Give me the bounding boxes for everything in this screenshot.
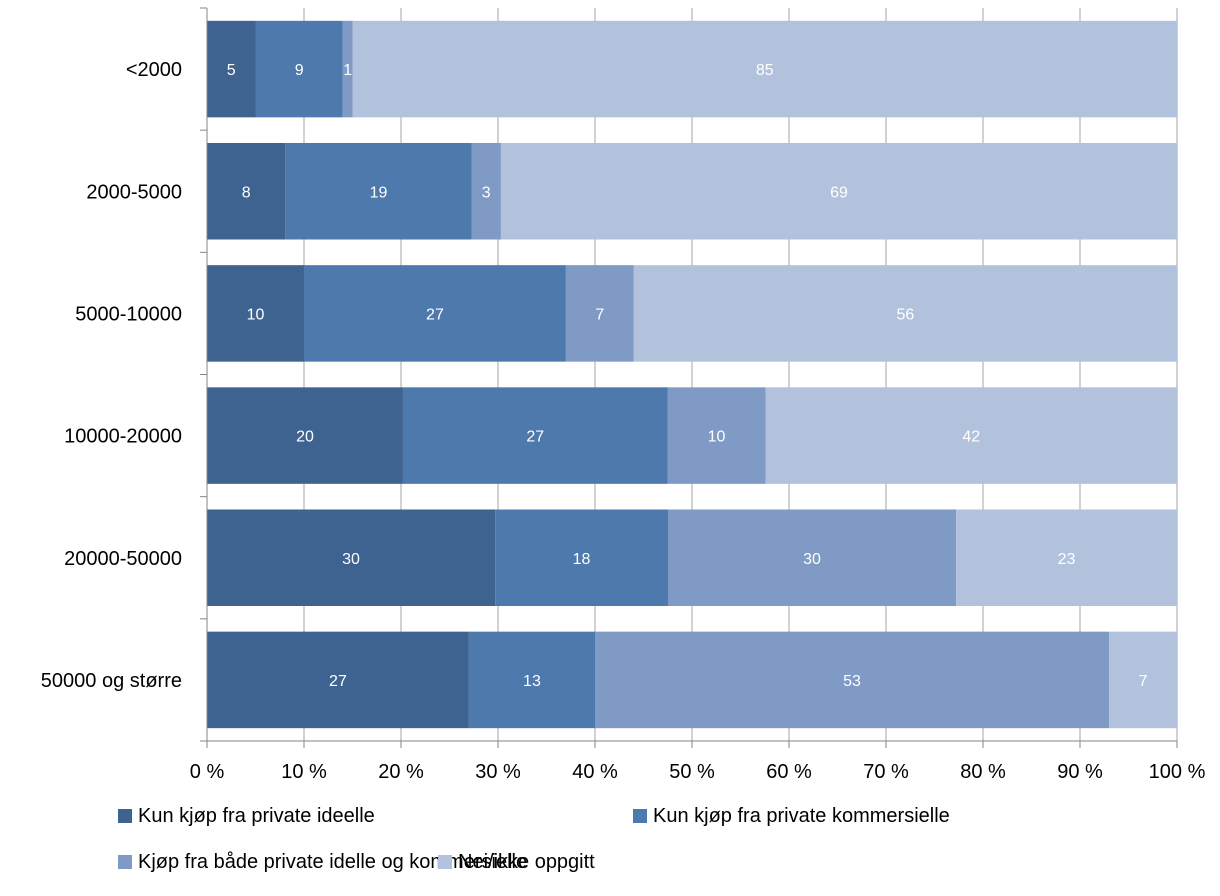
data-label: 10	[708, 429, 726, 446]
bar-segment	[207, 142, 286, 240]
data-label: 27	[426, 306, 444, 323]
legend-label: Kun kjøp fra private kommersielle	[653, 805, 950, 827]
legend-label: Kjøp fra både private idelle og kommersi…	[138, 851, 527, 873]
bar-segment	[207, 631, 469, 729]
bar-segment	[352, 20, 1177, 118]
data-label: 7	[1139, 673, 1148, 690]
legend-swatch	[633, 809, 647, 823]
bar-segment	[207, 20, 256, 118]
legend-swatch	[118, 855, 132, 869]
data-label: 5	[227, 62, 236, 79]
data-label: 18	[573, 551, 591, 568]
data-label: 85	[756, 62, 774, 79]
x-tick-label: 10 %	[281, 761, 327, 783]
bar-segment	[956, 509, 1177, 607]
data-label: 10	[247, 306, 265, 323]
data-label: 3	[482, 184, 491, 201]
bar-segment	[565, 265, 634, 362]
bar-segment	[342, 20, 353, 118]
data-label: 69	[830, 184, 848, 201]
category-label: 5000-10000	[75, 303, 182, 325]
bar-segment	[667, 387, 766, 484]
data-label: 7	[595, 306, 604, 323]
x-tick-label: 50 %	[669, 761, 715, 783]
data-label: 13	[523, 673, 541, 690]
bar-segment	[207, 265, 304, 362]
gridlines	[206, 8, 1178, 741]
bar-segment	[207, 387, 403, 484]
bar-segment	[255, 20, 343, 118]
data-label: 27	[329, 673, 347, 690]
x-tick-label: 30 %	[475, 761, 521, 783]
legend-swatch	[118, 809, 132, 823]
bar-segment	[495, 509, 668, 607]
x-tick-label: 90 %	[1057, 761, 1103, 783]
legend: Kun kjøp fra private ideelle Kun kjøp fra…	[118, 805, 950, 873]
x-tick-label: 80 %	[960, 761, 1006, 783]
data-label: 56	[897, 306, 915, 323]
x-tick-label: 70 %	[863, 761, 909, 783]
category-label: 2000-5000	[86, 181, 182, 203]
data-label: 42	[962, 429, 980, 446]
x-tick-label: 100 %	[1149, 761, 1206, 783]
data-label: 9	[295, 62, 304, 79]
bar-segment	[633, 265, 1177, 362]
data-label: 27	[526, 429, 544, 446]
x-tick-label: 40 %	[572, 761, 618, 783]
data-label: 19	[370, 184, 388, 201]
bar-segment	[471, 142, 501, 240]
data-label: 1	[343, 62, 352, 79]
data-label: 53	[843, 673, 861, 690]
data-label: 20	[296, 429, 314, 446]
legend-label: Nei/ikke oppgitt	[458, 851, 595, 873]
data-label: 30	[803, 551, 821, 568]
data-label: 8	[242, 184, 251, 201]
bars: 5 9 1 85 8 19 3 69 10 27 7 56 20 27 10 42 30 18 30 23 27 13 53…	[207, 20, 1177, 729]
bar-segment	[595, 631, 1110, 729]
axes: 0 % 10 % 20 % 30 % 40 % 50 % 60 % 70 % 80 % 90 % 1…	[41, 7, 1206, 783]
bar-segment	[1109, 631, 1177, 729]
category-label: 10000-20000	[64, 426, 182, 448]
bar-segment	[667, 509, 957, 607]
category-label: 20000-50000	[64, 548, 182, 570]
bar-segment	[765, 387, 1177, 484]
data-label: 30	[342, 551, 360, 568]
x-tick-label: 60 %	[766, 761, 812, 783]
bar-segment	[402, 387, 668, 484]
category-label: 50000 og større	[41, 670, 182, 692]
category-label: <2000	[126, 59, 182, 81]
bar-segment	[468, 631, 595, 729]
data-label: 23	[1058, 551, 1076, 568]
x-tick-label: 20 %	[378, 761, 424, 783]
bar-segment	[285, 142, 472, 240]
x-tick-label: 0 %	[190, 761, 225, 783]
bar-segment	[500, 142, 1177, 240]
legend-swatch	[438, 855, 452, 869]
bar-segment	[304, 265, 566, 362]
legend-label: Kun kjøp fra private ideelle	[138, 805, 375, 827]
bar-segment	[207, 509, 496, 607]
